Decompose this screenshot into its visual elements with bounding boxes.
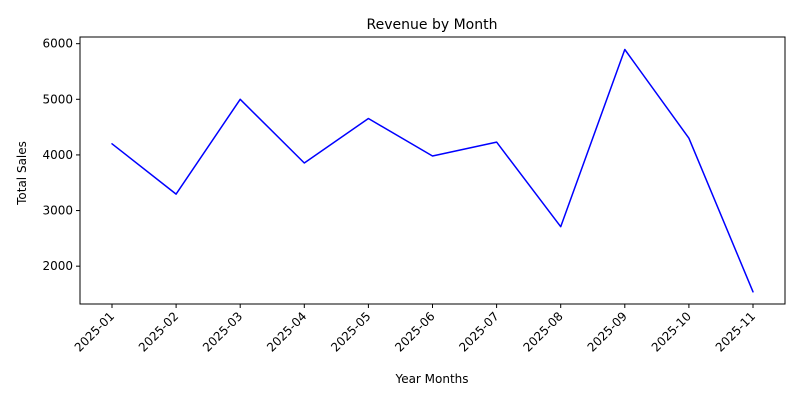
x-tick-label: 2025-07: [456, 309, 501, 354]
x-tick-label: 2025-02: [136, 309, 181, 354]
series-line: [111, 48, 754, 293]
y-tick-label: 3000: [42, 204, 73, 218]
y-tick-label: 5000: [42, 92, 73, 106]
y-tick-label: 6000: [42, 37, 73, 51]
plot-area: [79, 36, 786, 305]
x-tick-label: 2025-09: [585, 309, 630, 354]
x-tick-label: 2025-10: [649, 309, 694, 354]
y-tick-label: 4000: [42, 148, 73, 162]
x-tick-label: 2025-08: [520, 309, 565, 354]
x-axis-label: Year Months: [394, 372, 468, 386]
x-tick-label: 2025-04: [264, 309, 309, 354]
x-tick-label: 2025-03: [200, 309, 245, 354]
plot-frame: [79, 36, 786, 305]
y-tick-label: 2000: [42, 259, 73, 273]
chart-title: Revenue by Month: [367, 17, 498, 33]
y-axis-label: Total Sales: [15, 141, 29, 206]
x-tick-label: 2025-11: [713, 309, 758, 354]
x-axis: 2025-01 2025-02 2025-03 2025-04 2025-05 2025-…: [72, 304, 758, 355]
x-tick-label: 2025-01: [72, 309, 117, 354]
x-tick-label: 2025-06: [392, 309, 437, 354]
series-group: [111, 48, 754, 293]
x-tick-label: 2025-05: [328, 309, 373, 354]
y-axis: 2000 3000 4000 5000 6000: [42, 37, 80, 273]
